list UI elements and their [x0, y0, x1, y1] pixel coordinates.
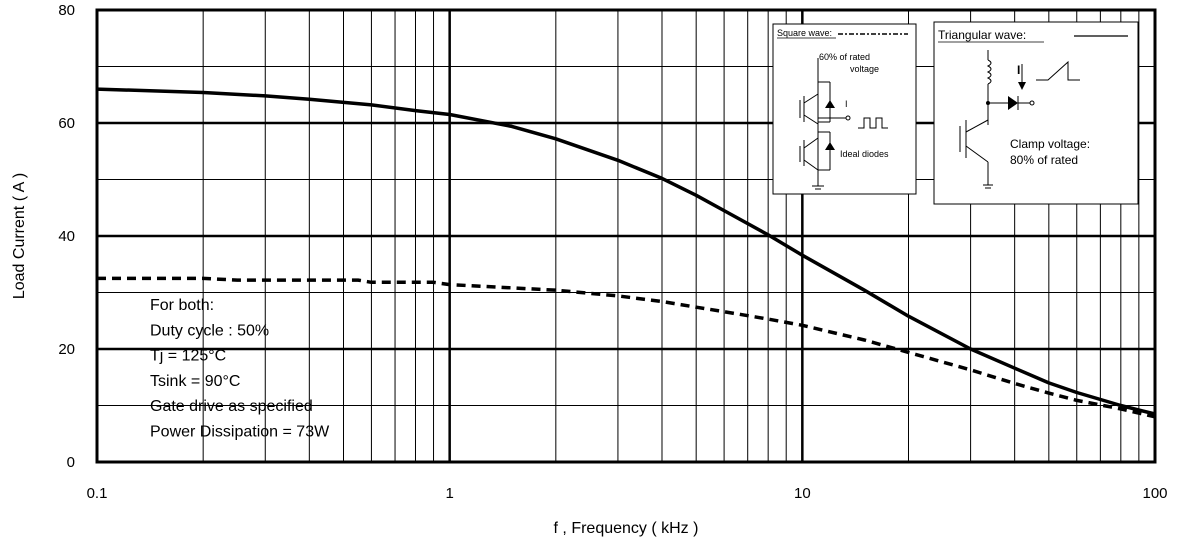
inset-square-rated: 60% of rated — [819, 52, 870, 62]
x-tick-label: 0.1 — [87, 485, 108, 502]
inset-triangular-wave: Triangular wave: Clamp voltage: 80% of r… — [933, 21, 1139, 205]
inset-triangular-current-arrow — [1018, 82, 1026, 90]
annotation: For both: Duty cycle : 50% Tj = 125°C Tsink… — [150, 297, 330, 441]
y-tick-label: 0 — [67, 454, 75, 471]
annotation-line: Tj = 125°C — [150, 348, 226, 365]
inset-triangular-clamp1: Clamp voltage: — [1010, 137, 1090, 151]
annotation-line: Gate drive as specified — [150, 398, 313, 415]
inset-square-title: Square wave: — [777, 28, 832, 38]
inset-triangular-terminal — [1029, 100, 1035, 106]
inset-square-voltage: voltage — [850, 64, 879, 74]
annotation-line: Power Dissipation = 73W — [150, 424, 330, 441]
annotation-line: Tsink = 90°C — [150, 373, 240, 390]
annotation-line: Duty cycle : 50% — [150, 322, 269, 339]
x-tick-label: 100 — [1142, 485, 1167, 502]
inset-triangular-schematic — [959, 50, 1080, 189]
y-tick-label: 40 — [58, 228, 75, 245]
inset-square-wave: Square wave: 60% of rated voltage Ideal … — [772, 23, 917, 195]
y-tick-label: 80 — [58, 2, 75, 19]
inset-square-node — [845, 115, 851, 121]
grid — [97, 10, 1155, 462]
series-line-solid — [96, 87, 1156, 416]
inset-square-current: I — [845, 99, 848, 109]
y-tick-label: 20 — [58, 341, 75, 358]
inset-square-schematic — [799, 58, 888, 190]
inset-square-diodes: Ideal diodes — [840, 149, 889, 159]
inset-triangular-current: I — [1017, 63, 1020, 77]
x-tick-label: 10 — [794, 485, 811, 502]
inset-triangular-title: Triangular wave: — [938, 28, 1026, 42]
annotation-line: For both: — [150, 297, 214, 314]
x-axis-label: f , Frequency ( kHz ) — [554, 520, 699, 537]
inset-triangular-node — [986, 101, 990, 105]
x-tick-label: 1 — [445, 485, 453, 502]
y-tick-label: 60 — [58, 115, 75, 132]
inset-square-diode-down — [825, 142, 835, 150]
inset-square-diode-up — [825, 100, 835, 108]
inset-triangular-diode — [1008, 96, 1018, 110]
inset-triangular-clamp2: 80% of rated — [1010, 153, 1078, 167]
series-line-dashed — [97, 276, 1156, 419]
series-layer — [96, 87, 1156, 419]
tick-labels: 0.1 1 10 100 0 20 40 60 80 — [58, 2, 1167, 502]
inset-triangular-frame — [933, 21, 1139, 205]
y-axis-label: Load Current ( A ) — [11, 173, 28, 299]
inset-square-frame — [772, 23, 917, 195]
plot-frame — [95, 8, 1157, 464]
